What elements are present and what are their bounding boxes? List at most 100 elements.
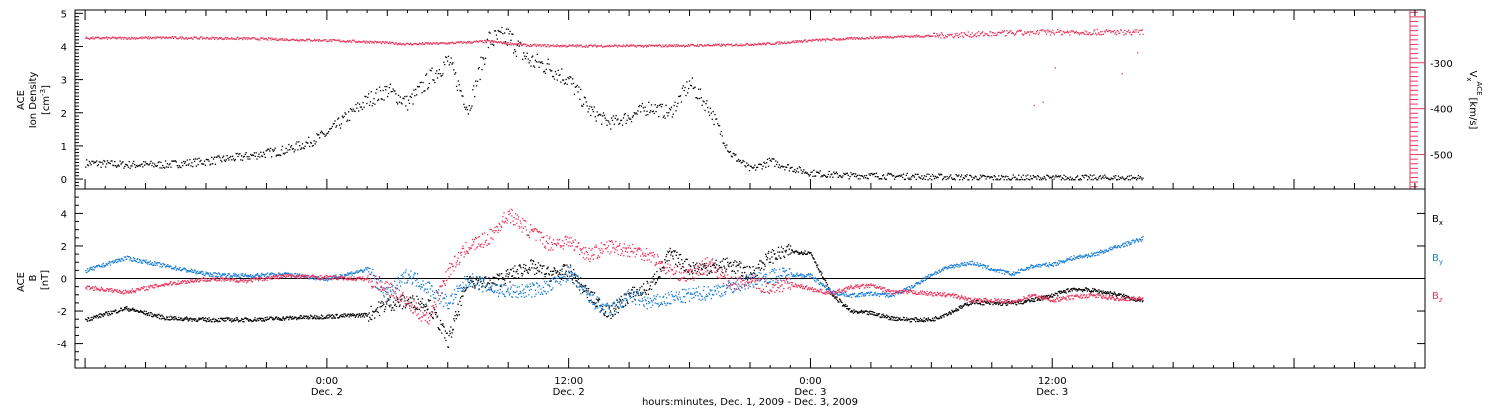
- velocity-point: [246, 37, 248, 39]
- velocity-point: [995, 34, 997, 37]
- velocity-point: [236, 36, 238, 39]
- bx-point: [889, 318, 891, 321]
- bx-point: [742, 275, 744, 277]
- velocity-point: [244, 38, 246, 40]
- bx-point: [520, 267, 522, 269]
- bx-point: [625, 294, 627, 296]
- density-point: [729, 150, 732, 153]
- velocity-point: [846, 37, 848, 39]
- density-point: [1097, 177, 1100, 179]
- bx-point: [893, 316, 896, 318]
- bx-point: [1002, 303, 1004, 305]
- bx-point: [278, 318, 280, 320]
- velocity-point: [178, 37, 180, 39]
- bx-point: [545, 272, 547, 275]
- density-point: [706, 100, 708, 102]
- bx-point: [388, 304, 390, 307]
- bx-point: [426, 305, 428, 307]
- by-point: [109, 262, 111, 264]
- density-point: [978, 179, 980, 181]
- bx-point: [414, 309, 416, 311]
- density-point: [832, 176, 834, 178]
- velocity-point: [687, 44, 690, 46]
- bx-point: [186, 316, 188, 318]
- velocity-point: [567, 45, 570, 47]
- density-point: [255, 152, 257, 154]
- by-point: [120, 260, 122, 263]
- by-point: [251, 274, 254, 277]
- velocity-point: [357, 41, 359, 43]
- bx-point: [260, 317, 262, 320]
- density-point: [392, 88, 394, 90]
- bx-point: [373, 311, 375, 313]
- density-point: [593, 106, 595, 108]
- bx-point: [594, 292, 596, 294]
- bx-point: [723, 265, 725, 267]
- velocity-point: [698, 45, 700, 47]
- density-point: [108, 162, 110, 164]
- velocity-point: [478, 40, 480, 42]
- density-point: [698, 88, 700, 90]
- velocity-point: [166, 37, 168, 39]
- density-point: [722, 142, 724, 144]
- bx-point: [95, 317, 97, 319]
- bx-point: [798, 251, 800, 254]
- velocity-point: [681, 45, 683, 48]
- velocity-point: [1111, 30, 1113, 32]
- bx-point: [197, 319, 199, 321]
- by-point: [330, 277, 332, 279]
- velocity-point: [350, 41, 352, 43]
- density-point: [825, 175, 827, 177]
- velocity-point: [1132, 30, 1135, 32]
- density-point: [1009, 179, 1012, 181]
- bx-point: [349, 313, 352, 315]
- velocity-point: [733, 44, 735, 47]
- velocity-point: [546, 45, 548, 48]
- by-point: [323, 279, 325, 281]
- bx-point: [891, 319, 893, 321]
- bx-point: [335, 314, 338, 316]
- bx-point: [1117, 294, 1119, 296]
- velocity-point: [762, 42, 764, 44]
- velocity-point: [1067, 32, 1069, 34]
- velocity-point: [466, 42, 468, 44]
- velocity-point: [1107, 30, 1109, 33]
- velocity-point: [1074, 31, 1077, 34]
- bx-point: [522, 273, 524, 275]
- density-point: [864, 177, 867, 179]
- velocity-point: [1057, 28, 1059, 31]
- density-point: [975, 176, 977, 178]
- velocity-point: [479, 40, 481, 42]
- density-point: [1065, 175, 1067, 178]
- density-point: [981, 175, 984, 177]
- density-point: [1128, 175, 1130, 177]
- density-point: [758, 163, 761, 165]
- velocity-point: [636, 45, 638, 47]
- bx-point: [501, 278, 503, 280]
- by-point: [192, 269, 194, 272]
- bx-point: [967, 303, 969, 306]
- bx-point: [495, 277, 497, 279]
- density-point: [367, 96, 369, 98]
- density-point: [532, 55, 534, 57]
- by-point: [88, 270, 90, 272]
- velocity-point: [423, 43, 425, 46]
- bx-point: [721, 260, 723, 262]
- by-point: [165, 266, 167, 268]
- by-point: [246, 275, 248, 278]
- density-point: [1130, 174, 1132, 177]
- velocity-point: [412, 44, 414, 46]
- bx-point: [397, 298, 399, 300]
- bx-point: [609, 310, 612, 312]
- bx-point: [86, 320, 89, 322]
- bx-point: [1025, 301, 1027, 303]
- bx-point: [499, 273, 501, 275]
- density-point: [833, 171, 835, 173]
- bx-point: [360, 313, 362, 316]
- bx-point: [560, 278, 563, 280]
- by-point: [405, 269, 407, 271]
- density-point: [1081, 174, 1083, 177]
- density-point: [247, 158, 249, 160]
- magnetic-tick-label: 4: [61, 209, 67, 220]
- velocity-point: [400, 43, 402, 45]
